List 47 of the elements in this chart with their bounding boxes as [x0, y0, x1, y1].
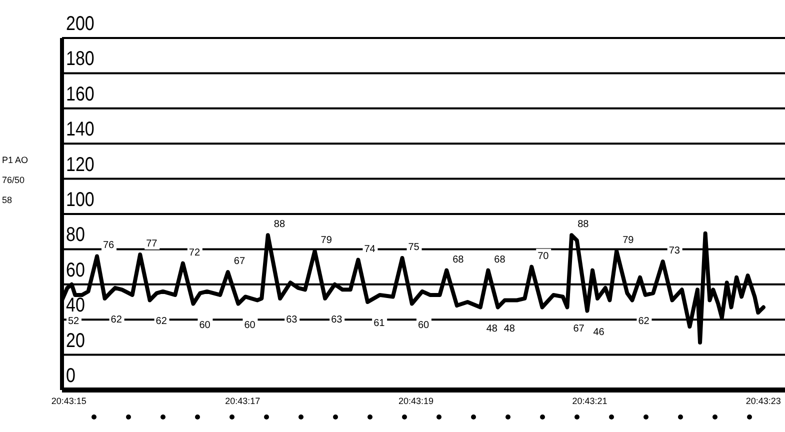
annotation: 68: [452, 254, 464, 266]
x-tick-label: 20:43:15: [51, 396, 86, 406]
x-tick-label: 20:43:19: [398, 396, 434, 406]
y-tick-label: 120: [66, 152, 94, 176]
annotation: 75: [408, 242, 420, 253]
y-tick-label: 40: [66, 293, 85, 316]
annotation: 67: [573, 323, 585, 334]
x-tick-label: 20:43:17: [225, 396, 260, 406]
y-tick-label: 20: [66, 328, 85, 352]
annotation: 48: [486, 323, 498, 334]
annotation: 88: [274, 219, 286, 230]
annotation: 77: [146, 238, 158, 250]
annotation: 88: [578, 219, 590, 230]
annotation: 62: [638, 316, 650, 328]
y-tick-label: 60: [66, 258, 85, 281]
annotation: 79: [320, 234, 332, 246]
annotation: 74: [364, 244, 376, 255]
annotation: 63: [286, 314, 298, 326]
annotation: 67: [234, 256, 246, 268]
text: 58: [2, 194, 14, 207]
x-tick-label: 20:43:23: [746, 396, 781, 406]
y-tick-label: 200: [66, 12, 94, 34]
annotation: 68: [494, 254, 506, 266]
annotation: 72: [188, 247, 200, 258]
y-tick-label: 0: [66, 364, 76, 386]
annotation: 73: [668, 246, 680, 257]
annotation: 60: [244, 320, 256, 331]
text: P1 AO: [2, 154, 28, 167]
annotation: 60: [199, 320, 211, 331]
text: 76/50: [2, 174, 26, 187]
annotation: 70: [538, 250, 550, 262]
annotation: 79: [622, 234, 634, 246]
y-tick-label: 80: [66, 222, 85, 246]
annotation: 61: [374, 318, 386, 329]
annotation: 48: [504, 323, 516, 334]
y-tick-label: 100: [66, 188, 94, 210]
annotation: 76: [102, 240, 115, 252]
y-tick-label: 180: [66, 46, 94, 70]
annotation: 63: [331, 314, 343, 326]
annotation: 62: [110, 314, 122, 326]
y-tick-label: 140: [66, 117, 94, 140]
annotation: 52: [68, 316, 80, 328]
annotation: 60: [418, 320, 430, 331]
annotation: 62: [156, 316, 168, 328]
annotation: 46: [593, 326, 605, 338]
x-tick-label: 20:43:21: [572, 396, 608, 406]
y-tick-label: 160: [66, 82, 94, 105]
